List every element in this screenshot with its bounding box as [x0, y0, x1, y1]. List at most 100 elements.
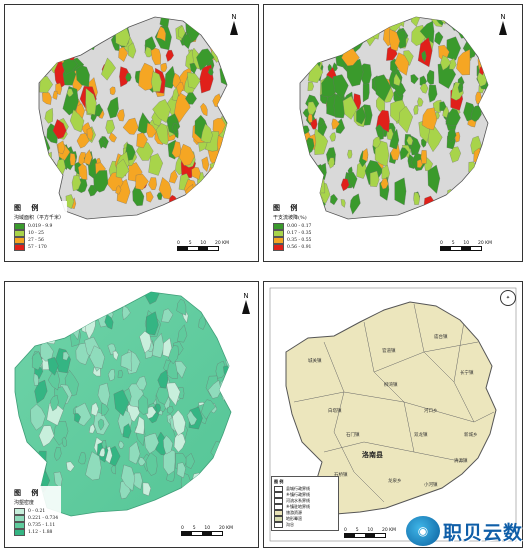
- watershed-patch: [134, 17, 140, 22]
- map-gully-density: [14, 291, 252, 517]
- watershed-patch: [207, 170, 220, 191]
- watershed-patch: [83, 149, 93, 166]
- watershed-patch: [476, 166, 484, 177]
- watershed-patch: [503, 153, 513, 167]
- legend-label: 0.00 - 0.17: [287, 224, 312, 229]
- watershed-patch: [118, 292, 124, 302]
- watershed-patch: [237, 478, 252, 502]
- legend-item: 县城行政界线: [274, 486, 336, 492]
- compass-icon: ✦: [500, 290, 516, 306]
- watershed-patch: [78, 163, 88, 180]
- watershed-patch: [145, 452, 158, 476]
- watershed-patch: [204, 17, 220, 32]
- legend-swatch: [273, 244, 284, 251]
- legend-title: 图 例: [274, 479, 284, 484]
- legend-swatch: [14, 508, 25, 515]
- watershed-patch: [238, 44, 251, 66]
- scale-tick-label: 10: [200, 241, 207, 246]
- watershed-patch: [47, 371, 60, 391]
- watershed-patch: [122, 117, 139, 135]
- scale-tick-label: 10: [367, 528, 374, 533]
- watershed-patch: [214, 186, 227, 209]
- legend-swatch: [14, 244, 25, 251]
- watershed-patch: [145, 311, 159, 336]
- admin-boundary: [453, 321, 475, 423]
- watershed-patch: [39, 45, 41, 74]
- watershed-patch: [482, 154, 488, 170]
- watershed-patch: [417, 97, 424, 107]
- watershed-patch: [362, 17, 376, 33]
- watershed-patch: [300, 48, 303, 58]
- watershed-patch: [35, 320, 45, 334]
- watershed-patch: [47, 357, 59, 376]
- watershed-patch: [426, 69, 435, 85]
- watershed-patch: [237, 58, 251, 80]
- north-arrow-icon: N: [496, 13, 510, 35]
- watershed-patch: [470, 176, 479, 191]
- watershed-patch: [137, 457, 146, 466]
- legend-title: 图 例: [273, 203, 302, 212]
- admin-boundary: [323, 441, 465, 463]
- watershed-patch: [78, 452, 87, 465]
- watershed-patch: [505, 35, 512, 49]
- watershed-patch: [373, 74, 392, 102]
- watershed-patch: [34, 327, 43, 339]
- watershed-patch: [421, 50, 427, 63]
- watershed-patch: [42, 91, 52, 105]
- watershed-patch: [178, 25, 186, 39]
- watershed-patch: [161, 308, 174, 323]
- watershed-patch: [349, 193, 361, 215]
- watershed-patch: [223, 455, 231, 476]
- watershed-patch: [493, 57, 510, 82]
- watershed-patch: [61, 436, 67, 448]
- watershed-patch: [362, 83, 370, 103]
- watershed-patch: [445, 195, 455, 209]
- watershed-patch: [245, 152, 249, 160]
- watershed-patch: [112, 350, 119, 361]
- watershed-patch: [75, 65, 90, 87]
- watershed-patch: [115, 185, 122, 195]
- town-label: 柳湾镇: [384, 383, 398, 388]
- watershed-patch: [229, 100, 237, 116]
- legend-item: 0.221 - 0.734: [14, 515, 58, 522]
- brand-logo-icon: ◉: [405, 516, 440, 546]
- watershed-patch: [98, 137, 106, 149]
- watershed-patch: [30, 403, 46, 431]
- legend-label: 0.35 - 0.55: [287, 238, 312, 243]
- watershed-patch: [39, 160, 43, 176]
- map-panel-administrative: ✦ 城关镇 官道镇 庙台镇 长宁镇 白塔镇 柳湾镇 河口乡 新城乡 石门镇 双龙镇 清源镇 石桥镇 龙泉…: [263, 281, 523, 548]
- watershed-patch: [39, 173, 47, 188]
- brand-watermark: ◉ 职贝云数: [405, 516, 523, 546]
- watershed-patch: [136, 376, 147, 391]
- watershed-patch: [313, 188, 320, 200]
- watershed-patch: [83, 17, 97, 27]
- watershed-patch: [99, 448, 106, 457]
- watershed-patch: [410, 74, 419, 85]
- scale-tick-label: 20 KM: [214, 241, 229, 246]
- watershed-patch: [241, 24, 246, 36]
- watershed-patch: [380, 178, 389, 190]
- watershed-patch: [314, 177, 325, 194]
- watershed-patch: [327, 157, 335, 169]
- legend-item: 27 - 56: [14, 237, 64, 244]
- watershed-patch: [369, 170, 380, 187]
- watershed-patch: [185, 452, 195, 469]
- watershed-patch: [439, 101, 447, 111]
- legend-item: 旅游资源: [274, 510, 336, 516]
- legend-swatch: [274, 522, 283, 528]
- watershed-patch: [168, 345, 179, 365]
- watershed-patch: [217, 135, 227, 154]
- scale-tick-label: 0: [177, 241, 180, 246]
- legend-swatch: [274, 510, 283, 516]
- watershed-patch: [120, 351, 132, 372]
- legend-swatch: [14, 522, 25, 529]
- legend-label: 河流水系界线: [286, 498, 310, 503]
- watershed-patch: [186, 292, 194, 299]
- watershed-patch: [335, 17, 344, 25]
- watershed-patch: [69, 310, 83, 330]
- watershed-patch: [238, 390, 251, 411]
- watershed-patch: [135, 173, 149, 190]
- watershed-patch: [236, 179, 241, 187]
- watershed-patch: [215, 170, 223, 183]
- scale-tick-label: 0: [440, 241, 443, 246]
